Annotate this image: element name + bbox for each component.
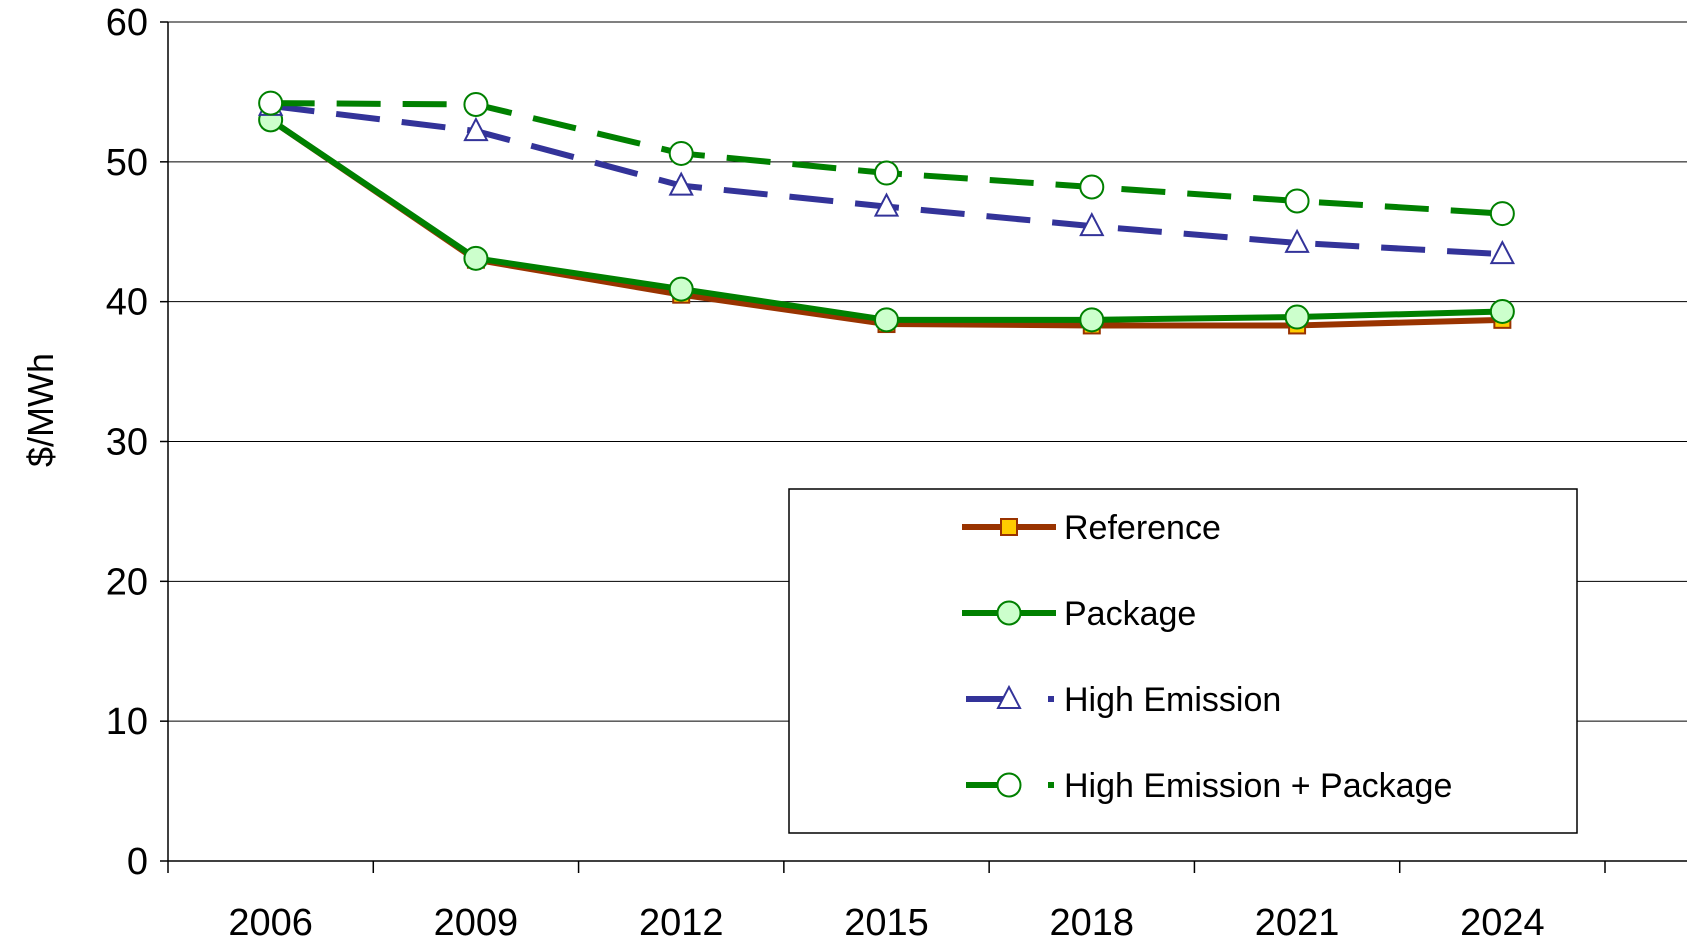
data-point <box>1489 239 1516 265</box>
x-tick-label: 2006 <box>228 902 313 942</box>
x-tick-label: 2021 <box>1255 902 1340 942</box>
legend-swatch-marker <box>1000 518 1018 536</box>
data-point <box>463 116 489 142</box>
series-line <box>268 117 1503 329</box>
series-line <box>268 117 1503 323</box>
x-tick-label: 2012 <box>639 902 724 942</box>
data-point <box>1284 228 1310 253</box>
series-0 <box>261 110 1512 335</box>
legend-swatch-marker <box>996 600 1022 626</box>
data-point <box>668 171 694 196</box>
legend-entry: Reference <box>962 509 1221 547</box>
data-point <box>1284 188 1310 214</box>
legend-items: Reference Package High Emission High Emissi… <box>962 509 1452 805</box>
x-tick-label: 2009 <box>434 902 519 942</box>
data-point <box>1079 307 1105 333</box>
x-tick-labels: 2006 2009 2012 2015 2018 2021 2024 <box>228 902 1544 942</box>
axes <box>160 21 1687 873</box>
y-tick-labels: 0 10 20 30 40 50 60 <box>106 2 148 883</box>
series-lines <box>257 90 1516 335</box>
legend-label: Reference <box>1064 509 1221 547</box>
y-tick-label: 60 <box>106 2 148 44</box>
legend-label: High Emission + Package <box>1064 767 1452 805</box>
x-tick-label: 2024 <box>1460 902 1545 942</box>
data-point <box>1284 304 1310 330</box>
data-point <box>668 140 694 166</box>
data-point <box>1489 298 1515 324</box>
legend-swatch-marker <box>996 684 1022 709</box>
x-tick-label: 2018 <box>1050 902 1135 942</box>
data-point <box>1079 174 1105 200</box>
data-point <box>258 90 284 116</box>
data-point <box>874 307 899 333</box>
legend-entry: High Emission <box>966 681 1281 719</box>
legend: Reference Package High Emission High Emissi… <box>788 488 1578 834</box>
legend-entry: High Emission + Package <box>966 767 1452 805</box>
x-tick-label: 2015 <box>844 902 929 942</box>
data-point <box>1489 201 1515 227</box>
legend-swatch-marker <box>996 772 1022 798</box>
legend-box <box>788 488 1578 834</box>
y-tick-label: 50 <box>106 142 148 184</box>
y-tick-label: 10 <box>106 701 148 743</box>
series-1 <box>258 107 1515 333</box>
y-tick-label: 0 <box>127 841 148 883</box>
legend-label: Package <box>1064 595 1196 633</box>
data-point <box>463 92 489 118</box>
data-point <box>874 160 899 186</box>
data-point <box>463 245 489 271</box>
series-3 <box>258 90 1515 227</box>
data-point <box>668 276 694 302</box>
y-axis-label: $/MWh <box>20 353 61 467</box>
y-tick-label: 40 <box>106 282 148 324</box>
y-tick-label: 30 <box>106 422 148 464</box>
y-tick-label: 20 <box>106 561 148 603</box>
legend-entry: Package <box>962 595 1196 633</box>
series-2 <box>257 91 1516 265</box>
data-point <box>873 192 900 217</box>
legend-label: High Emission <box>1064 681 1281 719</box>
data-point <box>1079 212 1105 237</box>
